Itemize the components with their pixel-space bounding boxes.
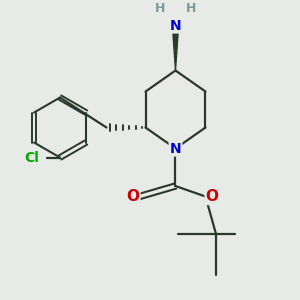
Text: Cl: Cl <box>24 151 39 164</box>
Text: H: H <box>186 2 196 15</box>
Text: H: H <box>155 2 165 15</box>
Text: N: N <box>170 19 181 32</box>
Text: O: O <box>126 189 140 204</box>
Polygon shape <box>172 27 178 70</box>
Text: N: N <box>170 142 181 155</box>
Text: O: O <box>206 189 219 204</box>
